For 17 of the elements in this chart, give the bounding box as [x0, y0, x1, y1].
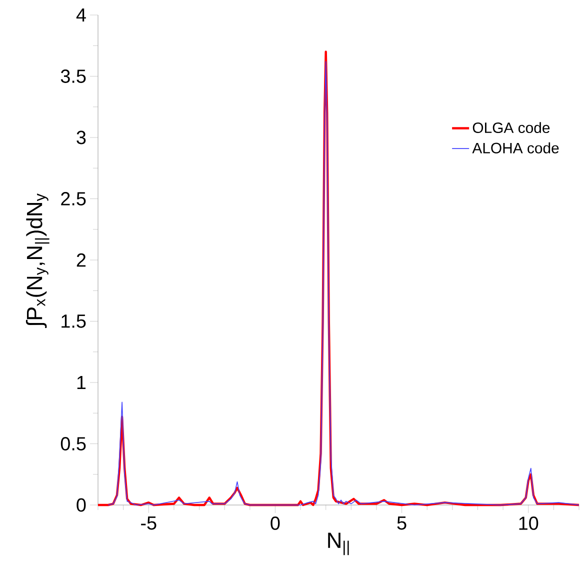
y-tick-label: 1.5	[62, 314, 86, 328]
y-tick-label: 1	[77, 376, 86, 390]
y-axis-title: ∫P$_{x}$(N$_{y}$,N$_{||}$)dN$_{y}$	[26, 194, 50, 328]
y-tick-label: 3	[76, 130, 86, 144]
x-tick-label: 0	[270, 516, 280, 530]
y-tick-label: 2.5	[61, 192, 86, 206]
x-tick-label: -5	[141, 516, 156, 530]
x-tick-label: 10	[519, 516, 538, 530]
x-axis-title: N$_{||}$	[328, 532, 349, 556]
y-tick-label: 0	[76, 498, 86, 512]
y-tick-label: 4	[76, 8, 86, 22]
legend-label: OLGA code	[472, 122, 550, 134]
y-tick-label: 3.5	[60, 70, 86, 83]
y-tick-label: 0.5	[60, 437, 86, 450]
x-tick-label: 5	[397, 516, 406, 530]
legend-label: ALOHA code	[472, 142, 559, 154]
y-tick-label: 2	[76, 253, 86, 267]
